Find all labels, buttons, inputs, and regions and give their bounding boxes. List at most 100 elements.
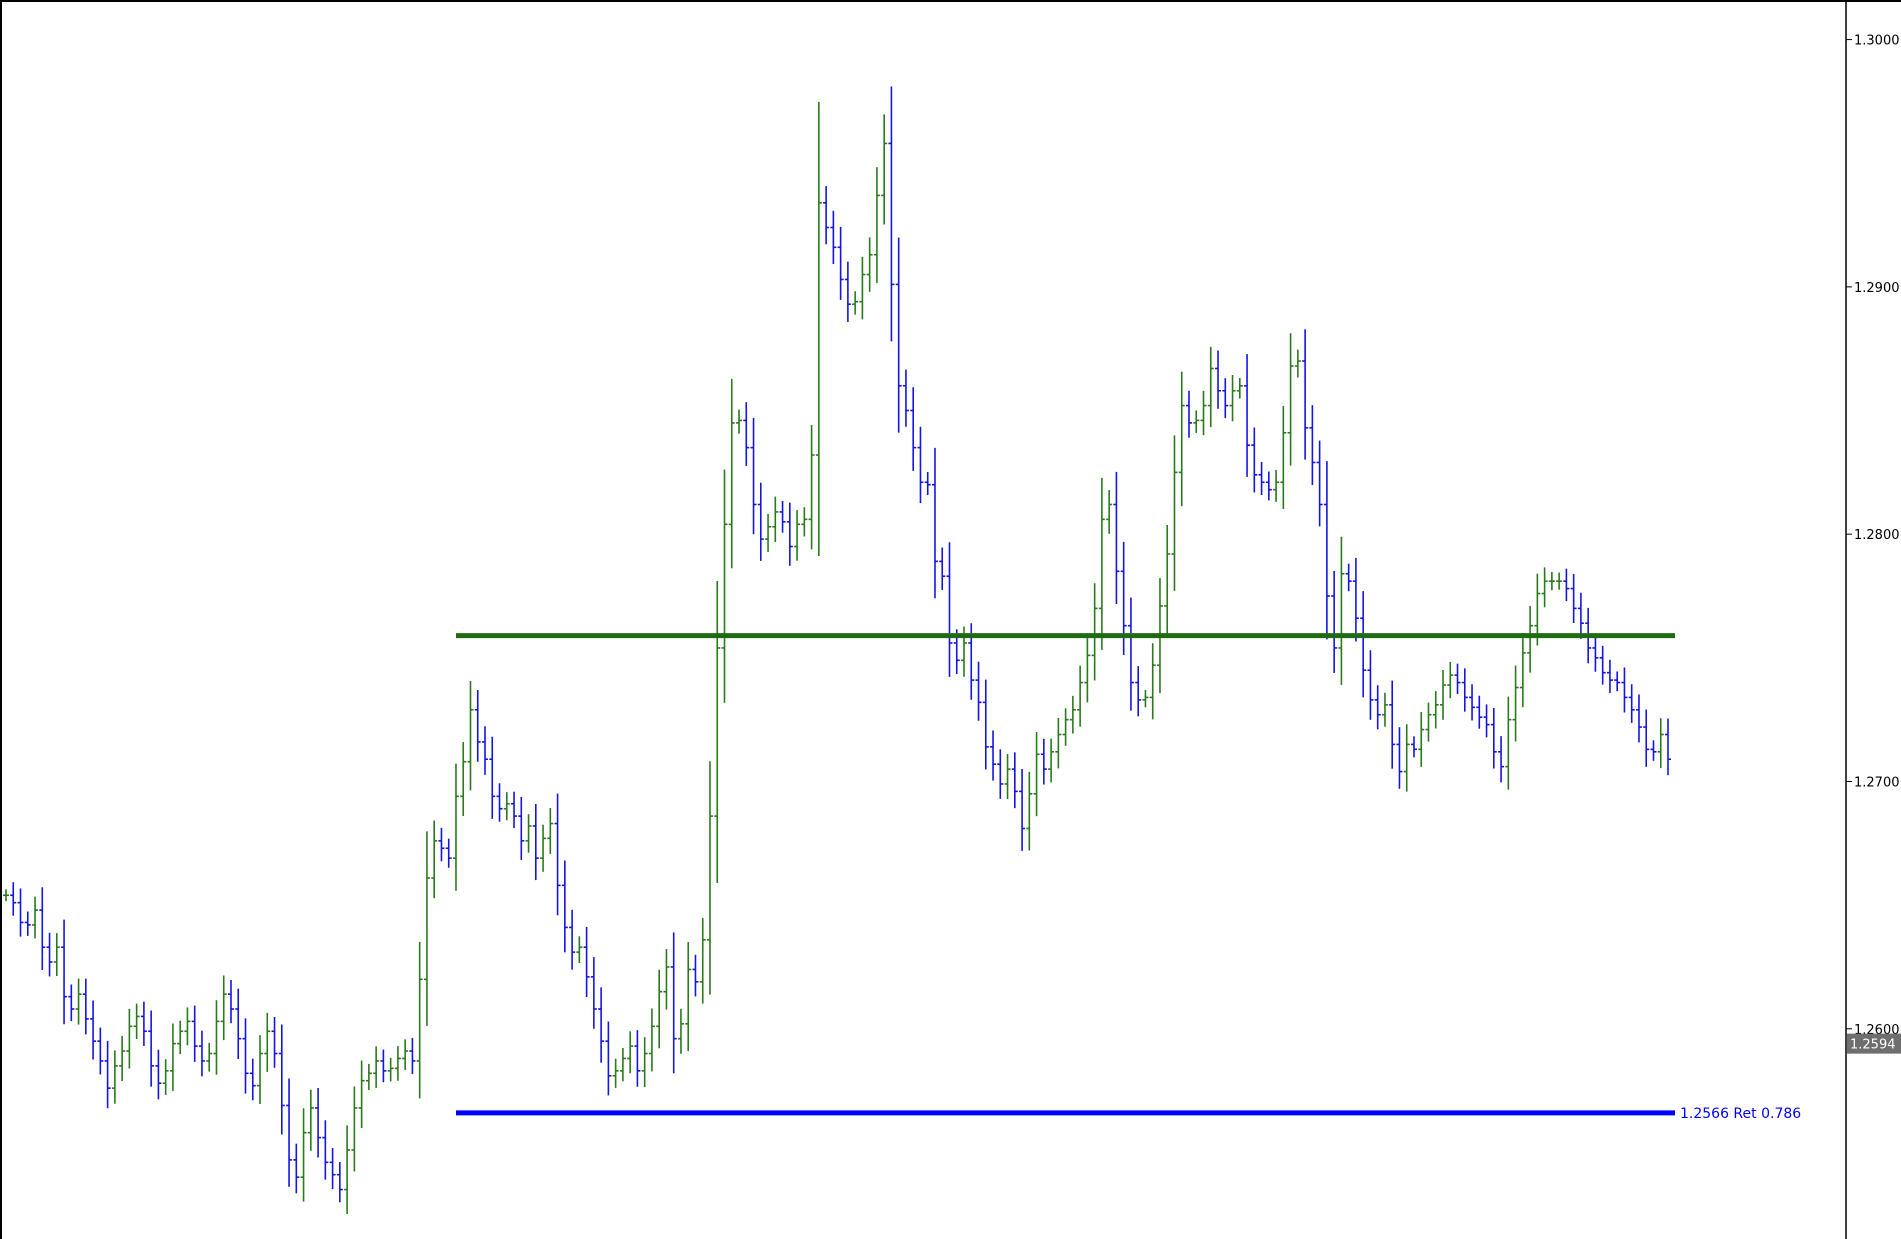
ohlc-bar	[1229, 375, 1236, 422]
ohlc-bar	[765, 513, 772, 552]
ohlc-bar	[344, 1125, 351, 1215]
ohlc-bar	[1635, 694, 1642, 743]
ohlc-bar	[1643, 709, 1650, 767]
ohlc-bar	[619, 1048, 626, 1082]
ohlc-bar	[140, 1001, 147, 1046]
ohlc-bar	[561, 860, 568, 953]
ohlc-bar	[648, 1008, 655, 1072]
ohlc-bar	[61, 919, 68, 1025]
ohlc-bar	[148, 1010, 155, 1087]
ohlc-bar	[32, 896, 39, 939]
ohlc-bar	[627, 1031, 634, 1074]
ohlc-bar	[1106, 490, 1113, 534]
ohlc-bar	[641, 1037, 648, 1088]
ohlc-bar	[939, 547, 946, 591]
ohlc-bar	[271, 1017, 278, 1068]
ohlc-bar	[656, 969, 663, 1049]
y-tick-label: 1.3000	[1854, 34, 1900, 49]
ohlc-bar	[1606, 659, 1613, 693]
ohlc-bar	[380, 1049, 387, 1083]
ohlc-bar	[489, 736, 496, 819]
ohlc-bar	[554, 793, 561, 916]
ohlc-bar	[213, 1000, 220, 1075]
ohlc-bar	[830, 210, 837, 265]
ohlc-bar	[452, 763, 459, 891]
ohlc-bar	[931, 447, 938, 599]
ohlc-bar	[104, 1040, 111, 1109]
ohlc-bar	[1338, 536, 1345, 685]
ohlc-bar	[1447, 661, 1454, 699]
ohlc-bar	[837, 226, 844, 300]
ohlc-bar	[743, 402, 750, 466]
ohlc-bar	[692, 954, 699, 997]
ohlc-bar	[569, 909, 576, 970]
ohlc-bar	[728, 378, 735, 569]
ohlc-bar	[511, 791, 518, 829]
ohlc-bar	[423, 831, 430, 1026]
ohlc-bar	[997, 749, 1004, 799]
ohlc-bar	[1185, 390, 1192, 438]
ohlc-bar	[474, 689, 481, 762]
ohlc-bar	[358, 1060, 365, 1129]
ohlc-bar	[605, 1021, 612, 1096]
ohlc-bar	[97, 1027, 104, 1075]
ohlc-bar	[438, 827, 445, 862]
ohlc-bar	[1149, 643, 1156, 720]
ohlc-bar	[852, 291, 859, 315]
ohlc-bar	[1273, 470, 1280, 502]
ohlc-bar	[786, 502, 793, 566]
ohlc-bar	[1650, 740, 1657, 761]
ohlc-bar	[1512, 665, 1519, 742]
ohlc-bar	[1244, 354, 1251, 477]
ohlc-bar	[1505, 696, 1512, 790]
ohlc-bar	[902, 369, 909, 427]
ohlc-bar	[1135, 666, 1142, 717]
ohlc-bar	[169, 1023, 176, 1091]
ohlc-bar	[1287, 333, 1294, 466]
ohlc-bar	[1498, 736, 1505, 783]
ohlc-bar	[1265, 471, 1272, 501]
ohlc-bar	[714, 581, 721, 884]
ohlc-bar	[1258, 462, 1265, 496]
ohlc-bar	[750, 417, 757, 535]
ohlc-bar	[322, 1120, 329, 1180]
ohlc-bar	[1418, 712, 1425, 767]
ohlc-bar	[1011, 752, 1018, 809]
ohlc-bar	[1055, 717, 1062, 769]
ohlc-bar	[184, 1007, 191, 1046]
ohlc-bar	[1207, 346, 1214, 428]
ohlc-bar	[235, 988, 242, 1060]
ohlc-bar	[1556, 572, 1563, 590]
ohlc-bar	[808, 425, 815, 550]
ohlc-bar	[1215, 350, 1222, 409]
ohlc-bar	[1142, 689, 1149, 708]
y-tick-label: 1.2800	[1854, 528, 1900, 543]
ohlc-bar	[416, 941, 423, 1099]
ohlc-bar	[162, 1059, 169, 1095]
current-price-badge: 1.2594	[1847, 1033, 1901, 1054]
ohlc-bar	[1527, 605, 1534, 673]
ohlc-bar	[1004, 754, 1011, 800]
ohlc-bar	[576, 936, 583, 963]
ohlc-bar	[227, 979, 234, 1024]
ohlc-bar	[670, 932, 677, 1074]
ohlc-bar	[1461, 668, 1468, 712]
ohlc-bar	[1519, 633, 1526, 708]
ohlc-bar	[1048, 738, 1055, 783]
ohlc-bar	[68, 984, 75, 1022]
ohlc-bar	[1098, 477, 1105, 650]
ohlc-bar	[1164, 525, 1171, 635]
ohlc-bar	[373, 1046, 380, 1088]
current-price-badge-bg	[1847, 1033, 1901, 1054]
ohlc-bar	[772, 496, 779, 543]
ohlc-bar	[431, 820, 438, 899]
ohlc-bar	[1541, 567, 1548, 608]
ohlc-bar	[881, 114, 888, 225]
ohlc-bar	[794, 510, 801, 561]
ohlc-bar	[482, 726, 489, 775]
ohlc-bar	[706, 761, 713, 995]
ohlc-bar	[1360, 591, 1367, 698]
ohlc-bar	[293, 1143, 300, 1194]
ohlc-bar	[1033, 731, 1040, 817]
